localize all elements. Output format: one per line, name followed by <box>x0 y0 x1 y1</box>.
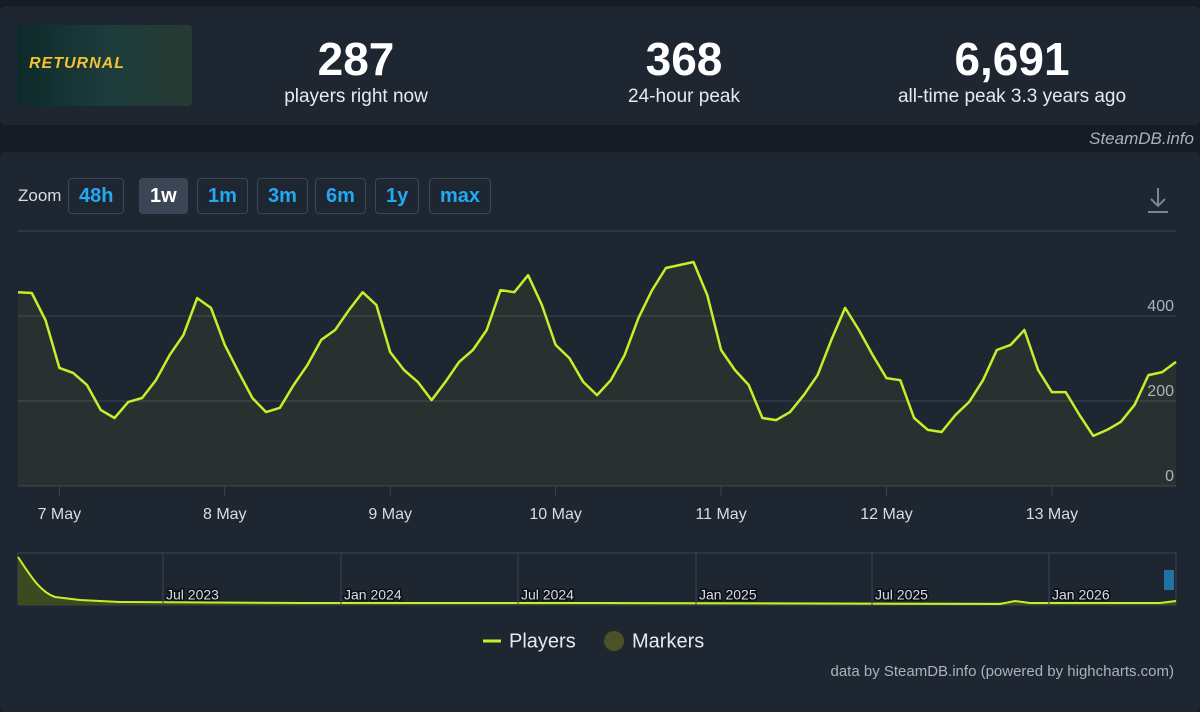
game-image[interactable]: RETURNAL <box>17 25 192 106</box>
x-tick-label: 13 May <box>1026 506 1078 523</box>
navigator-label: Jan 2025 <box>699 587 757 603</box>
zoom-button[interactable]: 48h <box>68 178 125 214</box>
y-tick-label: 0 <box>1165 468 1174 485</box>
x-tick-label: 8 May <box>203 506 247 523</box>
navigator-label: Jan 2026 <box>1052 587 1110 603</box>
navigator-label: Jul 2025 <box>875 587 928 603</box>
x-tick-label: 7 May <box>38 506 82 523</box>
x-tick-label: 9 May <box>368 506 412 523</box>
stat-label: all-time peak 3.3 years ago <box>897 86 1127 107</box>
navigator-label: Jan 2025 <box>699 587 757 603</box>
stat-label: players right now <box>284 86 428 107</box>
chart-card <box>0 152 1200 712</box>
zoom-button[interactable]: max <box>429 178 492 214</box>
line <box>17 260 1177 438</box>
navigator-line <box>17 556 1177 606</box>
zoom-button[interactable]: 1m <box>197 178 248 214</box>
stat-label: 24-hour peak <box>628 86 740 107</box>
navigator-label: Jul 2024 <box>521 587 574 603</box>
zoom-button[interactable]: 3m <box>257 178 308 214</box>
stat: 6,691 all-time peak 3.3 years ago <box>862 34 1162 108</box>
legend-label[interactable]: Markers <box>632 630 704 652</box>
legend-label[interactable]: Players <box>509 630 576 652</box>
y-tick-label: 200 <box>1147 383 1174 400</box>
navigator-label: Jul 2024 <box>521 587 574 603</box>
zoom-button[interactable]: 6m <box>315 178 366 214</box>
game-logo: RETURNAL <box>29 55 125 72</box>
navigator-label: Jan 2026 <box>1052 587 1110 603</box>
download-icon[interactable] <box>1146 186 1170 214</box>
x-tick-label: 12 May <box>860 506 912 523</box>
footer-credit: data by SteamDB.info (powered by highcha… <box>831 663 1175 680</box>
navigator-label: Jan 2024 <box>344 587 402 603</box>
zoom-button[interactable]: 1y <box>375 178 420 214</box>
x-tick-label: 11 May <box>695 506 746 523</box>
navigator-label: Jul 2023 <box>166 587 219 603</box>
stat: 287 players right now <box>206 34 506 108</box>
stat-value: 368 <box>645 33 723 85</box>
navigator-label: Jan 2024 <box>344 587 402 603</box>
stat: 368 24-hour peak <box>534 34 834 108</box>
zoom-button[interactable]: 1w <box>139 178 188 214</box>
navigator-handle[interactable] <box>1164 570 1174 590</box>
credit[interactable]: SteamDB.info <box>1089 129 1194 148</box>
stats-card: RETURNAL 287 players right now 368 24-hour… <box>0 6 1200 125</box>
area <box>18 262 1176 486</box>
y-tick-label: 400 <box>1147 298 1174 315</box>
legend-swatch <box>604 631 624 651</box>
stat-value: 287 <box>317 33 395 85</box>
zoom-label: Zoom <box>18 186 62 205</box>
navigator[interactable] <box>17 552 1177 606</box>
navigator-label: Jul 2023 <box>166 587 219 603</box>
x-tick-label: 10 May <box>529 506 581 523</box>
stat-value: 6,691 <box>954 33 1070 85</box>
navigator-label: Jul 2025 <box>875 587 928 603</box>
